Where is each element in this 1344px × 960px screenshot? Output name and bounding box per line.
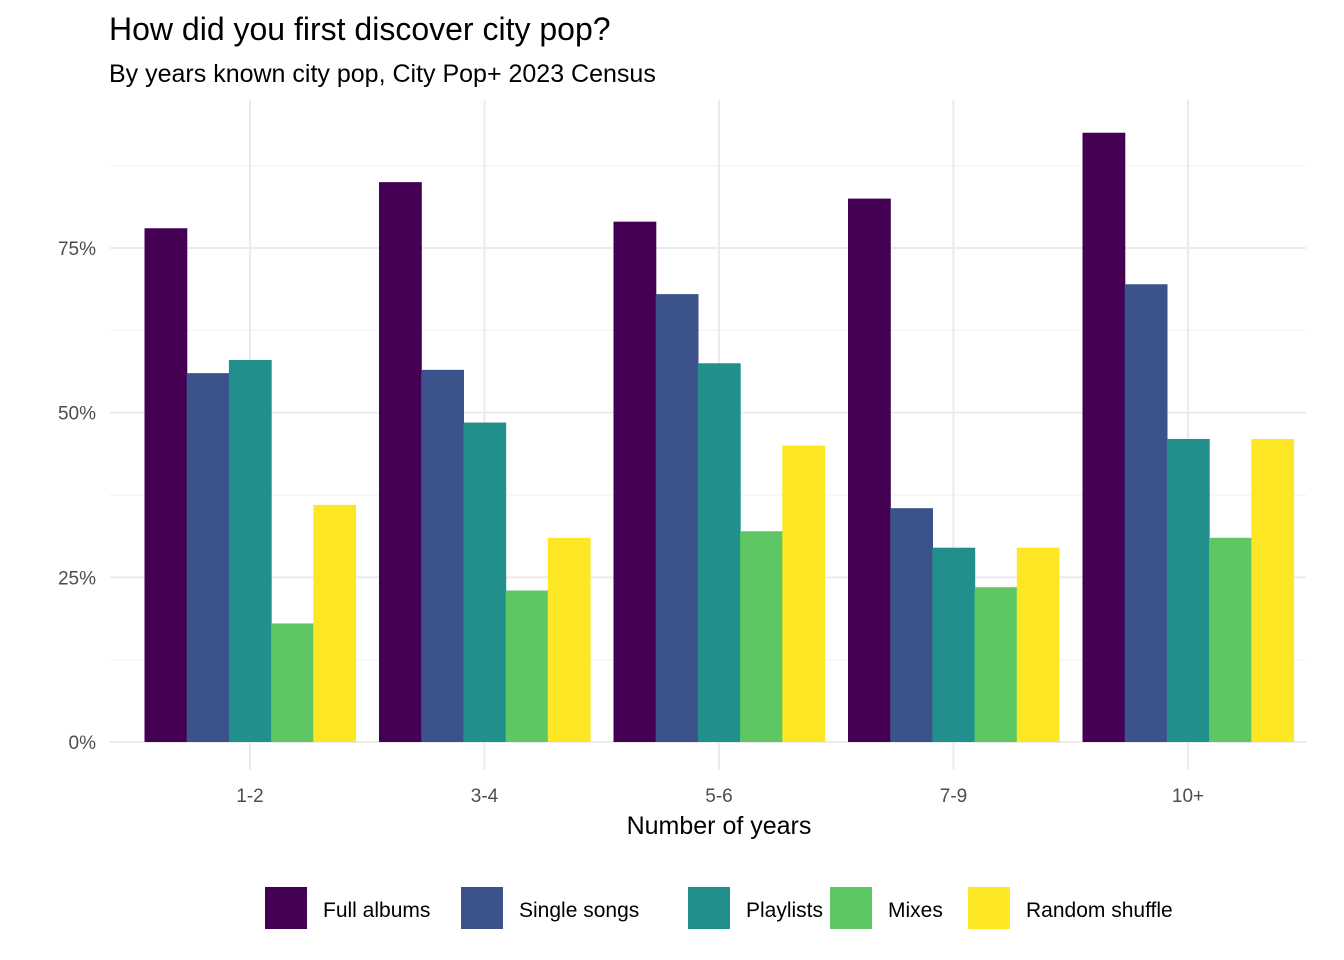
bar-mixes-7-9	[974, 587, 1018, 742]
y-axis-ticks: 0% 25% 50% 75%	[58, 239, 96, 754]
bar-full-albums-7-9	[848, 198, 891, 743]
bar-full-albums-10+	[1082, 132, 1126, 743]
bar-mixes-1-2	[271, 623, 314, 742]
bars	[144, 132, 1295, 743]
bar-playlists-5-6	[697, 363, 741, 742]
legend-key	[688, 887, 730, 929]
x-tick-label: 7-9	[940, 786, 967, 807]
bar-playlists-1-2	[228, 359, 272, 742]
legend-label: Mixes	[888, 899, 943, 922]
bar-random-shuffle-3-4	[547, 537, 591, 742]
x-tick-label: 3-4	[471, 786, 499, 807]
bar-playlists-3-4	[463, 422, 507, 742]
bar-full-albums-5-6	[613, 221, 657, 742]
legend-item-single-songs: Single songs	[461, 887, 639, 929]
legend-item-mixes: Mixes	[830, 887, 943, 929]
legend-label: Full albums	[323, 899, 430, 922]
bar-single-songs-5-6	[655, 294, 699, 742]
legend-key	[265, 887, 307, 929]
x-tick-label: 5-6	[705, 786, 732, 807]
bar-playlists-7-9	[932, 547, 976, 742]
legend-key	[461, 887, 503, 929]
bar-full-albums-3-4	[379, 182, 422, 742]
legend: Full albums Single songs Playlists Mixes Ran…	[265, 887, 1173, 929]
legend-item-full-albums: Full albums	[265, 887, 430, 929]
bar-mixes-10+	[1209, 537, 1252, 742]
x-axis-ticks: 1-2 3-4 5-6 7-9 10+	[236, 786, 1204, 807]
x-tick-label: 10+	[1172, 786, 1204, 807]
bar-random-shuffle-10+	[1251, 439, 1295, 742]
y-tick-label: 25%	[58, 568, 96, 589]
bar-full-albums-1-2	[144, 228, 188, 743]
chart-subtitle: By years known city pop, City Pop+ 2023 …	[109, 60, 656, 88]
bar-single-songs-10+	[1124, 284, 1168, 742]
x-axis-title: Number of years	[627, 812, 812, 840]
legend-item-playlists: Playlists	[688, 887, 823, 929]
bar-mixes-3-4	[505, 590, 549, 742]
bar-playlists-10+	[1166, 439, 1210, 742]
y-tick-label: 0%	[69, 733, 97, 754]
chart-title: How did you first discover city pop?	[109, 11, 611, 47]
legend-label: Random shuffle	[1026, 899, 1173, 922]
legend-key	[968, 887, 1010, 929]
legend-item-random-shuffle: Random shuffle	[968, 887, 1173, 929]
y-tick-label: 75%	[58, 239, 96, 260]
y-tick-label: 50%	[58, 404, 96, 425]
legend-key	[830, 887, 872, 929]
x-tick-label: 1-2	[236, 786, 263, 807]
bar-random-shuffle-5-6	[782, 445, 826, 742]
bar-single-songs-3-4	[421, 369, 464, 742]
bar-random-shuffle-1-2	[313, 504, 357, 742]
bar-mixes-5-6	[740, 531, 783, 742]
bar-random-shuffle-7-9	[1016, 547, 1060, 742]
bar-single-songs-1-2	[186, 373, 230, 742]
bar-single-songs-7-9	[890, 508, 933, 742]
legend-label: Single songs	[519, 899, 639, 922]
legend-label: Playlists	[746, 899, 823, 922]
